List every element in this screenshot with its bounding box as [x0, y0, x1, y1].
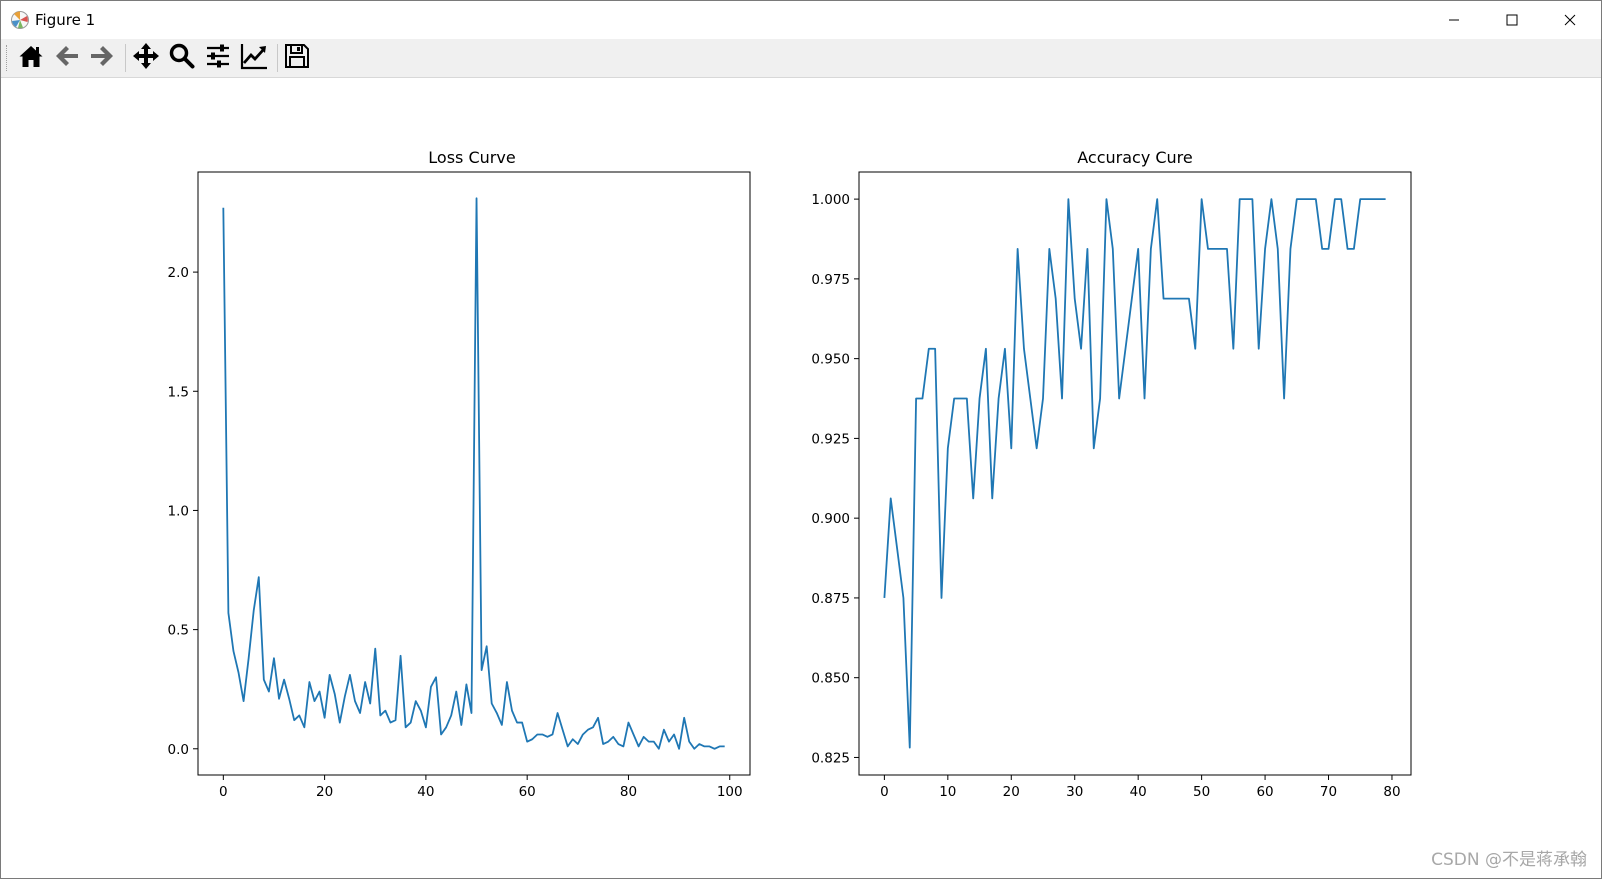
zoom-button[interactable] [166, 42, 198, 74]
sliders-icon [205, 43, 231, 73]
y-tick-label: 0.850 [811, 671, 850, 687]
y-tick-label: 0.975 [811, 272, 850, 288]
x-tick-label: 60 [519, 784, 536, 800]
toolbar-separator [125, 44, 126, 72]
y-tick-label: 1.000 [811, 192, 850, 208]
x-tick-label: 0 [219, 784, 228, 800]
x-tick-label: 100 [717, 784, 743, 800]
chart-title: Loss Curve [428, 148, 515, 167]
y-tick-label: 0.0 [168, 742, 189, 758]
move-icon [132, 42, 160, 74]
title-bar: Figure 1 [1, 1, 1601, 39]
x-tick-label: 30 [1066, 784, 1083, 800]
save-icon [284, 43, 310, 73]
chart-title: Accuracy Cure [1077, 148, 1193, 167]
loss-curve-axes: Loss Curve 0 20 40 60 80 100 0.0 0.5 1.0 1.5 2.0 [168, 148, 751, 800]
x-tick-label: 10 [939, 784, 956, 800]
x-tick-label: 20 [1003, 784, 1020, 800]
home-button[interactable] [15, 42, 47, 74]
maximize-button[interactable] [1483, 1, 1541, 39]
minimize-icon [1448, 11, 1460, 30]
toolbar-separator [277, 44, 278, 72]
y-tick-label: 0.900 [811, 511, 850, 527]
watermark: CSDN @不是蒋承翰 [1431, 850, 1587, 870]
x-tick-label: 70 [1320, 784, 1337, 800]
y-tick-label: 0.825 [811, 750, 850, 766]
y-tick-label: 0.950 [811, 352, 850, 368]
loss-curve-marks: 0 20 40 60 80 100 0.0 0.5 1.0 1.5 2.0 [168, 197, 743, 800]
close-button[interactable] [1541, 1, 1599, 39]
y-tick-label: 0.5 [168, 623, 189, 639]
accuracy-curve-marks: 0 10 20 30 40 50 60 70 80 0.825 0.850 0.875 0.900 0.9… [811, 192, 1400, 800]
x-tick-label: 40 [417, 784, 434, 800]
y-tick-label: 1.0 [168, 503, 189, 519]
x-tick-label: 20 [316, 784, 333, 800]
chart-edit-icon [240, 42, 268, 74]
toolbar-grip[interactable] [6, 45, 9, 71]
matplotlib-icon [10, 10, 30, 30]
x-tick-label: 40 [1130, 784, 1147, 800]
window-title: Figure 1 [35, 11, 96, 29]
customize-button[interactable] [238, 42, 270, 74]
save-button[interactable] [281, 42, 313, 74]
arrow-left-icon [54, 43, 80, 73]
x-tick-label: 50 [1193, 784, 1210, 800]
figure-canvas[interactable]: Loss Curve 0 20 40 60 80 100 0.0 0.5 1.0 1.5 2.0 A… [2, 78, 1601, 878]
arrow-right-icon [89, 43, 115, 73]
x-tick-label: 80 [620, 784, 637, 800]
back-button[interactable] [51, 42, 83, 74]
home-icon [18, 43, 44, 73]
axes-frame [858, 171, 1412, 776]
minimize-button[interactable] [1425, 1, 1483, 39]
y-tick-label: 0.875 [811, 591, 850, 607]
axes-frame [197, 171, 751, 776]
maximize-icon [1506, 11, 1518, 30]
subplots-button[interactable] [202, 42, 234, 74]
close-icon [1564, 11, 1576, 30]
forward-button[interactable] [86, 42, 118, 74]
series-line [883, 198, 1386, 749]
navigation-toolbar [1, 39, 1601, 78]
y-tick-label: 0.925 [811, 431, 850, 447]
accuracy-curve-axes: Accuracy Cure 0 10 20 30 40 50 60 70 80 0.825 0.85… [811, 148, 1412, 800]
x-tick-label: 60 [1256, 784, 1273, 800]
series-line [222, 197, 725, 750]
y-tick-label: 2.0 [168, 265, 189, 281]
pan-button[interactable] [130, 42, 162, 74]
x-tick-label: 80 [1383, 784, 1400, 800]
y-tick-label: 1.5 [168, 384, 189, 400]
magnifier-icon [169, 43, 195, 73]
x-tick-label: 0 [880, 784, 889, 800]
